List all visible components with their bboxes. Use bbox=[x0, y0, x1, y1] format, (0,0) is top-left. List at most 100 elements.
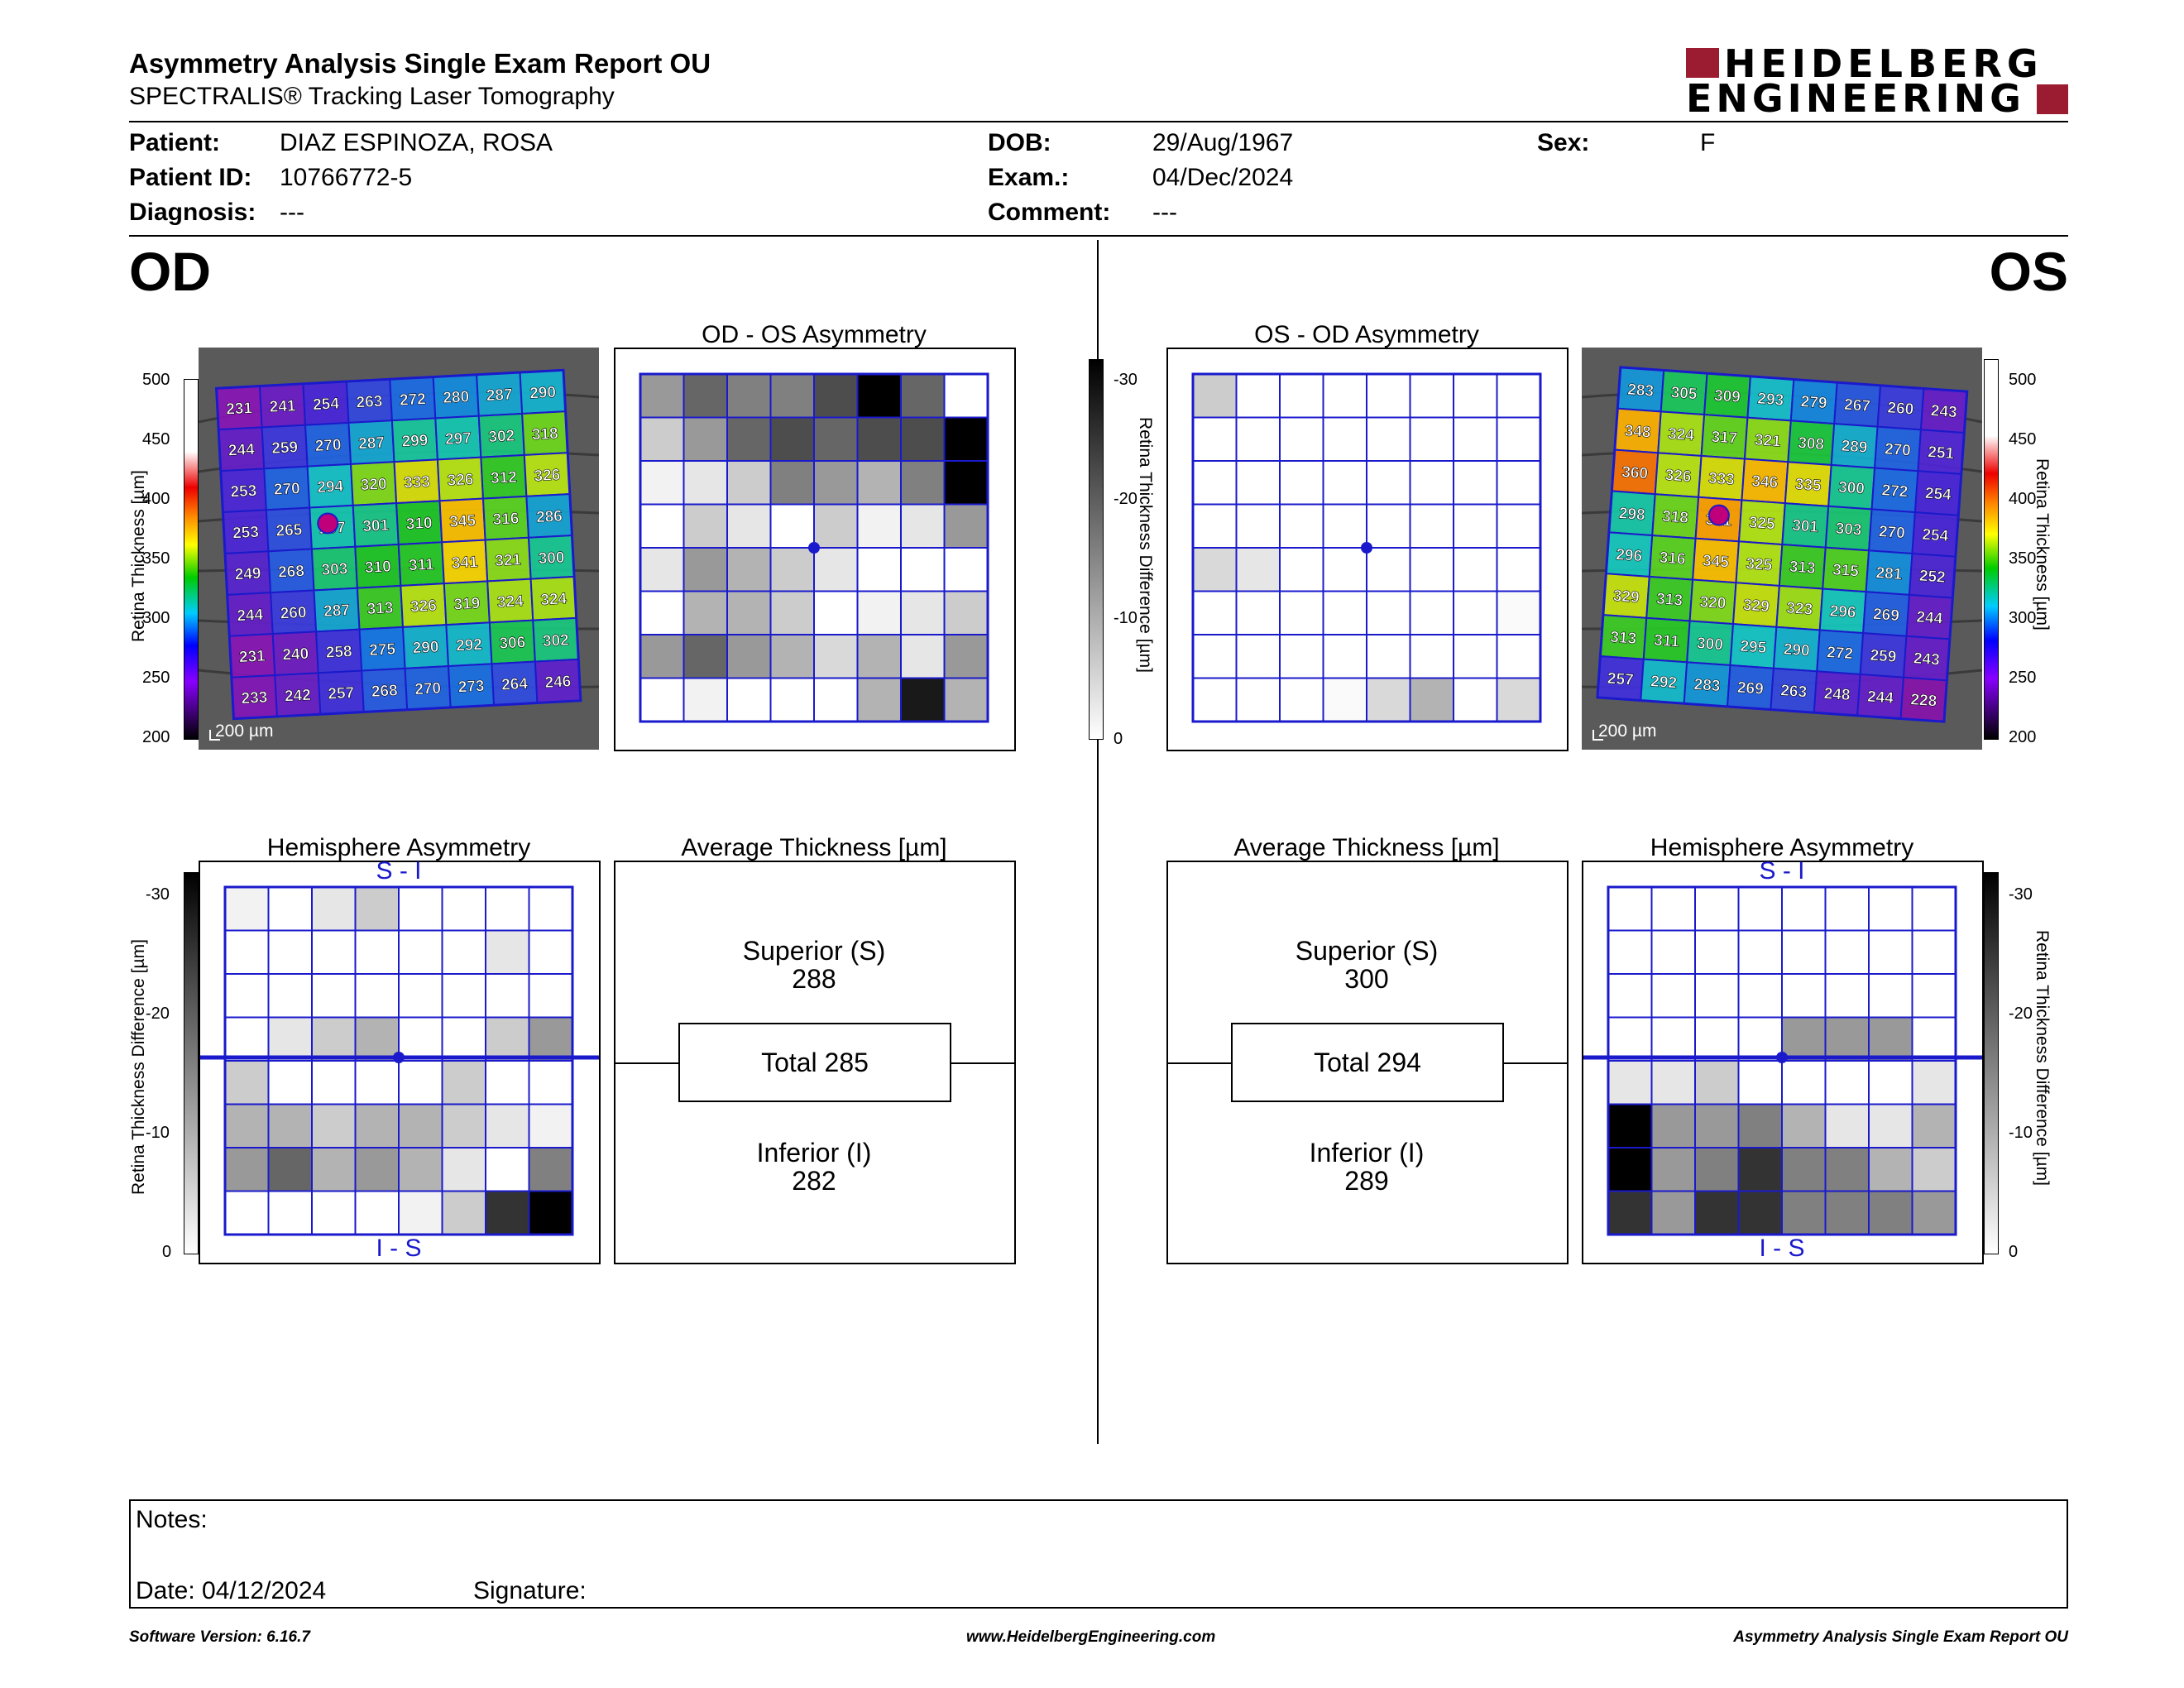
os-map-value-2-5: 300 bbox=[1837, 479, 1865, 498]
od-asym-cell-7-7 bbox=[943, 677, 989, 722]
os-hemi-cell-4-6 bbox=[1868, 1060, 1913, 1105]
od-map-fovea-marker bbox=[317, 512, 339, 535]
os-map-value-2-0: 360 bbox=[1621, 463, 1649, 482]
os-map-value-5-5: 296 bbox=[1829, 602, 1856, 621]
os-map-value-2-4: 335 bbox=[1794, 476, 1822, 495]
logo-red-square-bottom bbox=[2037, 84, 2068, 114]
os-map-fovea-marker bbox=[1707, 504, 1730, 526]
od-thick-tick-250: 250 bbox=[142, 669, 170, 687]
os-hemi-cell-1-1 bbox=[1650, 929, 1696, 975]
comment-value: --- bbox=[1152, 199, 1177, 226]
od-map-value-5-2: 287 bbox=[323, 602, 351, 621]
os-thick-tick-300: 300 bbox=[2009, 609, 2037, 627]
od-map-value-5-0: 244 bbox=[237, 607, 264, 626]
os-hemi-panel bbox=[1582, 861, 1984, 1264]
od-hemi-cell-4-6 bbox=[485, 1060, 530, 1105]
os-hemi-cell-3-3 bbox=[1737, 1016, 1783, 1062]
os-hemi-cell-7-6 bbox=[1868, 1190, 1913, 1235]
od-map-value-2-5: 326 bbox=[447, 471, 474, 490]
os-asym-cell-4-3 bbox=[1322, 547, 1367, 592]
od-thick-tick-400: 400 bbox=[142, 490, 170, 508]
os-map-value-3-4: 301 bbox=[1792, 517, 1820, 536]
os-map-value-2-3: 346 bbox=[1751, 472, 1779, 492]
os-hemi-cell-3-0 bbox=[1607, 1016, 1653, 1062]
od-asym-cell-5-2 bbox=[726, 590, 772, 635]
od-map-value-3-3: 301 bbox=[362, 517, 390, 536]
os-asym-cell-1-3 bbox=[1322, 416, 1367, 462]
os-map-value-6-2: 300 bbox=[1696, 635, 1723, 654]
od-hemi-tick-30: -30 bbox=[146, 885, 170, 904]
od-asym-panel bbox=[614, 348, 1016, 751]
od-asym-cell-3-1 bbox=[682, 503, 728, 549]
od-map-value-7-5: 273 bbox=[457, 678, 485, 697]
mid-diff-axis-label: Retina Thickness Difference [µm] bbox=[1136, 417, 1155, 673]
mid-diff-tick-20: -20 bbox=[1114, 490, 1138, 508]
os-map-value-2-6: 272 bbox=[1881, 482, 1909, 501]
od-asym-cell-6-2 bbox=[726, 634, 772, 679]
od-hemi-tick-20: -20 bbox=[146, 1005, 170, 1023]
od-map-value-5-3: 313 bbox=[366, 599, 394, 618]
od-asym-border bbox=[639, 372, 989, 723]
od-hemi-title: Hemisphere Asymmetry bbox=[266, 834, 531, 861]
os-map-value-5-2: 320 bbox=[1699, 593, 1727, 612]
od-map-value-7-1: 242 bbox=[285, 687, 312, 706]
os-hemi-cell-2-1 bbox=[1650, 973, 1696, 1019]
os-asym-cell-0-6 bbox=[1453, 373, 1498, 419]
os-hemi-cell-7-3 bbox=[1737, 1190, 1783, 1235]
od-map-value-1-6: 302 bbox=[488, 427, 515, 446]
os-map-value-3-6: 270 bbox=[1878, 523, 1905, 542]
os-hemi-cell-2-4 bbox=[1781, 973, 1827, 1019]
od-hemi-panel bbox=[199, 861, 601, 1264]
os-hemi-tick-20: -20 bbox=[2009, 1005, 2033, 1023]
software-version: Software Version: 6.16.7 bbox=[129, 1628, 310, 1646]
os-map-value-4-1: 316 bbox=[1659, 549, 1686, 568]
od-hemi-top-label: S - I bbox=[376, 857, 422, 885]
od-map-value-3-5: 345 bbox=[449, 512, 477, 531]
os-thick-tick-250: 250 bbox=[2009, 669, 2037, 687]
od-map-value-2-1: 270 bbox=[273, 480, 300, 499]
os-hemi-bottom-label: I - S bbox=[1759, 1235, 1805, 1262]
os-asym-cell-2-4 bbox=[1366, 460, 1411, 506]
os-asym-cell-5-5 bbox=[1409, 590, 1454, 635]
od-map-value-5-4: 326 bbox=[410, 597, 438, 616]
od-hemi-cell-7-0 bbox=[224, 1190, 270, 1235]
os-asym-cell-2-2 bbox=[1279, 460, 1324, 506]
od-superior-label: Superior (S) bbox=[742, 936, 886, 966]
od-map-value-0-0: 231 bbox=[226, 400, 253, 419]
notes-box: Notes: Date: 04/12/2024 Signature: bbox=[129, 1499, 2068, 1609]
od-map-value-4-6: 321 bbox=[495, 551, 522, 570]
os-asym-cell-4-2 bbox=[1279, 547, 1324, 592]
os-map-value-0-2: 309 bbox=[1713, 387, 1741, 406]
os-hemi-cell-6-3 bbox=[1737, 1147, 1783, 1192]
os-hemi-colorbar bbox=[1984, 872, 1999, 1254]
od-asym-cell-3-4 bbox=[813, 503, 859, 549]
od-hemi-cell-6-5 bbox=[441, 1147, 486, 1192]
od-hemi-cell-6-3 bbox=[354, 1147, 400, 1192]
od-map-value-1-7: 318 bbox=[531, 425, 558, 444]
od-asym-cell-7-3 bbox=[769, 677, 815, 722]
os-hemi-cell-3-7 bbox=[1911, 1016, 1956, 1062]
od-asym-cell-7-0 bbox=[639, 677, 685, 722]
od-asym-cell-0-4 bbox=[813, 373, 859, 419]
os-eye-label: OS bbox=[1989, 241, 2068, 302]
os-hemi-cell-4-4 bbox=[1781, 1060, 1827, 1105]
os-asym-cell-0-7 bbox=[1496, 373, 1541, 419]
od-hemi-cell-3-2 bbox=[311, 1016, 357, 1062]
od-hemi-cell-4-7 bbox=[528, 1060, 573, 1105]
os-superior-label: Superior (S) bbox=[1295, 936, 1439, 966]
od-hemi-cell-6-2 bbox=[311, 1147, 357, 1192]
os-asym-cell-3-4 bbox=[1366, 503, 1411, 549]
os-hemi-cell-0-4 bbox=[1781, 886, 1827, 932]
os-asym-border bbox=[1191, 372, 1542, 723]
od-hemi-cell-3-5 bbox=[441, 1016, 486, 1062]
website-link[interactable]: www.HeidelbergEngineering.com bbox=[966, 1628, 1216, 1646]
patient-value: DIAZ ESPINOZA, ROSA bbox=[280, 129, 553, 156]
os-hemi-cell-7-1 bbox=[1650, 1190, 1696, 1235]
od-hemi-cell-4-0 bbox=[224, 1060, 270, 1105]
od-asym-cell-4-3 bbox=[769, 547, 815, 592]
os-map-value-1-6: 270 bbox=[1884, 440, 1911, 459]
os-asym-cell-4-4 bbox=[1366, 547, 1411, 592]
os-asym-cell-1-5 bbox=[1409, 416, 1454, 462]
os-asym-cell-7-3 bbox=[1322, 677, 1367, 722]
os-map-value-7-6: 244 bbox=[1866, 688, 1894, 707]
